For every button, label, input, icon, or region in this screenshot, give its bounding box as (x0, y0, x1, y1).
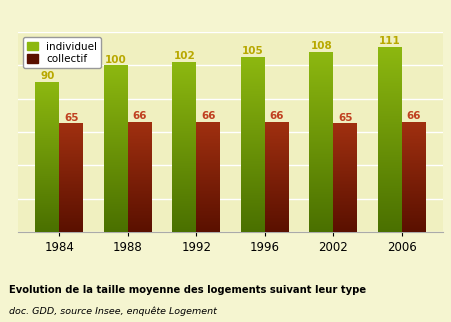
Text: 66: 66 (132, 111, 147, 121)
Text: 111: 111 (378, 36, 400, 46)
Text: 66: 66 (269, 111, 283, 121)
Text: 65: 65 (64, 113, 78, 123)
Text: 108: 108 (310, 41, 331, 51)
Text: 105: 105 (241, 46, 263, 56)
Text: doc. GDD, source Insee, enquête Logement: doc. GDD, source Insee, enquête Logement (9, 307, 216, 316)
Text: 90: 90 (40, 71, 54, 81)
Text: 66: 66 (201, 111, 215, 121)
Text: Evolution de la taille moyenne des logements suivant leur type: Evolution de la taille moyenne des logem… (9, 285, 365, 295)
Text: 102: 102 (173, 51, 195, 61)
Text: 100: 100 (105, 55, 126, 65)
Legend: individuel, collectif: individuel, collectif (23, 37, 101, 68)
Text: 66: 66 (406, 111, 420, 121)
Text: 65: 65 (337, 113, 352, 123)
